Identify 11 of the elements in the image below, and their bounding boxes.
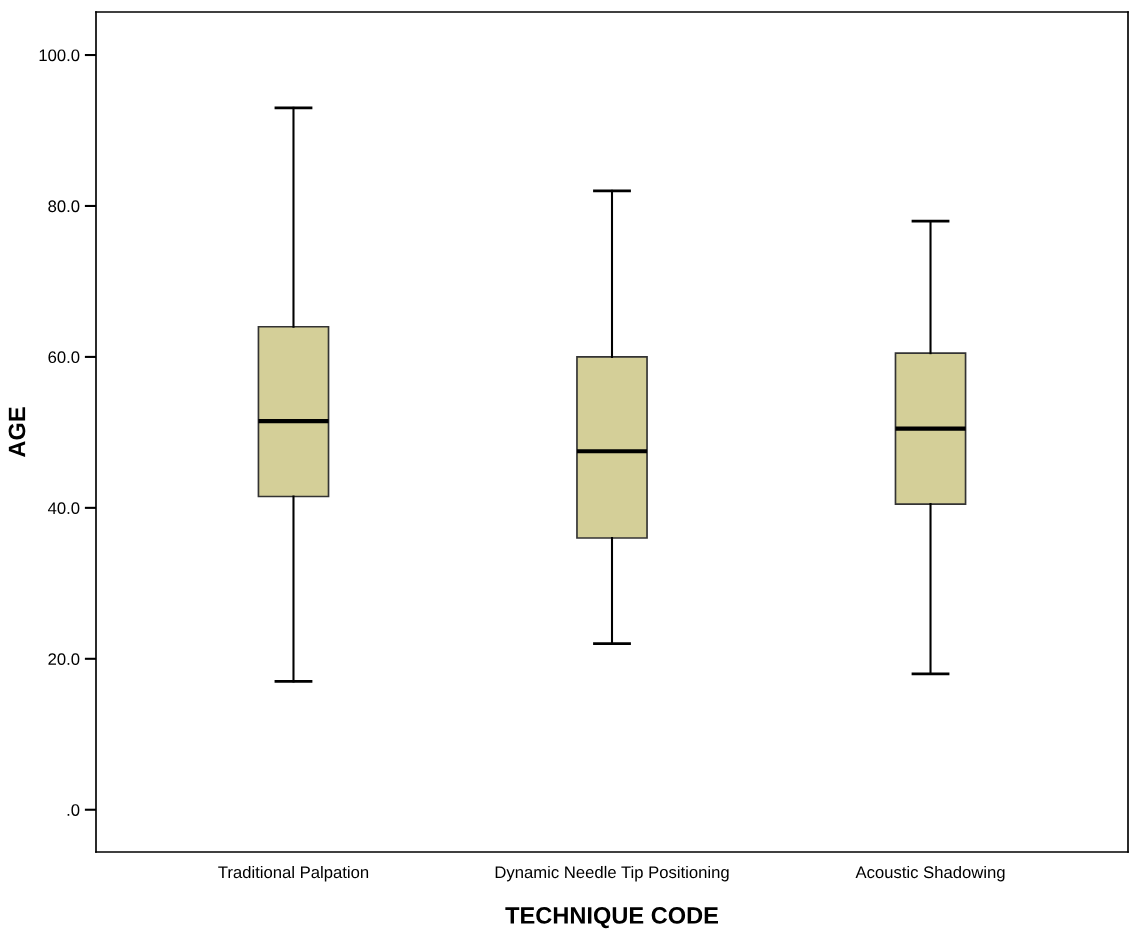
- y-tick-label: .0: [67, 804, 80, 816]
- x-axis-title: TECHNIQUE CODE: [505, 907, 718, 929]
- y-tick-label: 20.0: [48, 653, 80, 665]
- x-tick-label: Traditional Palpation: [218, 865, 369, 882]
- y-tick-label: 40.0: [47, 502, 80, 515]
- y-tick-label: 80.0: [48, 200, 80, 213]
- y-axis-title: AGE: [8, 407, 26, 457]
- x-tick-label: Dynamic Needle Tip Positioning: [495, 865, 729, 882]
- x-tick-label: Acoustic Shadowing: [855, 865, 1005, 882]
- y-tick-label: 60.0: [48, 351, 80, 364]
- y-tick-label: 100.0: [39, 49, 80, 62]
